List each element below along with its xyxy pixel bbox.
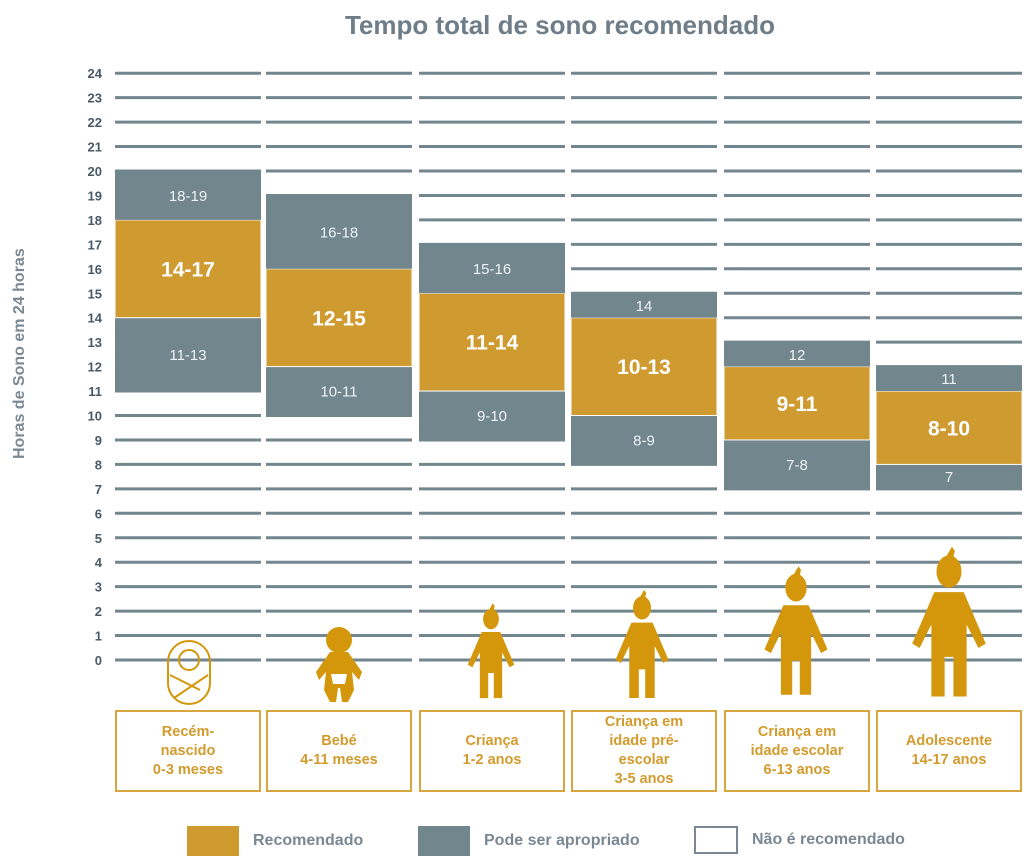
head: [483, 608, 499, 630]
legend-appropriate: Pode ser apropriado: [418, 826, 640, 856]
bar-data-label: 14: [636, 298, 653, 315]
y-tick-label: 5: [95, 531, 102, 546]
bar-data-label: 12-15: [312, 307, 366, 330]
appropriate-low-bar: [724, 439, 870, 489]
legend-not-recommended: Não é recomendado: [694, 826, 905, 854]
teenager-icon: [912, 546, 986, 697]
category-label: Criança em idade escolar 6-13 anos: [724, 710, 870, 792]
y-tick-label: 21: [88, 140, 102, 155]
category-label: Criança 1-2 anos: [419, 710, 565, 792]
recommended-bar: [875, 390, 1023, 465]
wrap-line: [173, 674, 209, 699]
bar-data-label: 10-13: [617, 356, 671, 379]
appropriate-high-bar: [724, 342, 870, 367]
y-tick-label: 7: [95, 482, 102, 497]
legend-recommended: Recomendado: [187, 826, 363, 856]
appropriate-low-bar: [115, 317, 261, 392]
legend-swatch-not-recommended: [694, 826, 738, 854]
recommended-bar: [265, 268, 413, 368]
appropriate-high-bar: [115, 171, 261, 220]
y-tick-label: 2: [95, 604, 102, 619]
y-tick-label: 1: [95, 629, 102, 644]
y-tick-label: 11: [88, 384, 102, 399]
body: [615, 622, 669, 698]
y-tick-label: 23: [88, 91, 102, 106]
diaper: [331, 674, 347, 684]
newborn-icon: [167, 640, 211, 705]
y-tick-label: 19: [88, 188, 102, 203]
legend-swatch-appropriate: [418, 826, 470, 856]
body: [912, 592, 986, 697]
y-tick-label: 3: [95, 580, 102, 595]
y-tick-label: 6: [95, 506, 102, 521]
bar-data-label: 8-9: [633, 432, 655, 449]
bar-data-label: 12: [789, 347, 806, 364]
y-tick-label: 4: [95, 555, 103, 570]
y-tick-label: 14: [88, 311, 103, 326]
category-label: Bebé 4-11 meses: [266, 710, 412, 792]
legend-label: Pode ser apropriado: [484, 832, 640, 849]
appropriate-high-bar: [571, 293, 717, 318]
category-label: Criança em idade pré- escolar 3-5 anos: [571, 710, 717, 792]
appropriate-low-bar: [419, 391, 565, 440]
bar-data-label: 9-10: [477, 408, 507, 425]
y-tick-label: 9: [95, 433, 102, 448]
bar-data-label: 14-17: [161, 258, 215, 281]
appropriate-high-bar: [419, 244, 565, 294]
bar-data-label: 10-11: [320, 383, 357, 400]
legend-label: Não é recomendado: [752, 831, 905, 848]
y-tick-label: 15: [88, 286, 102, 301]
bar-data-label: 16-18: [320, 225, 358, 242]
y-tick-label: 0: [95, 653, 102, 668]
legend-label: Recomendado: [253, 832, 364, 849]
head: [326, 627, 352, 653]
appropriate-low-bar: [571, 415, 717, 465]
schoolchild-icon: [764, 566, 828, 695]
bar-data-label: 11: [941, 371, 957, 388]
bar-data-label: 7: [945, 469, 953, 486]
face: [178, 649, 200, 671]
y-tick-label: 22: [88, 115, 102, 130]
y-tick-label: 10: [88, 409, 102, 424]
recommended-bar: [570, 317, 718, 417]
bar-data-label: 18-19: [169, 188, 207, 205]
appropriate-low-bar: [266, 366, 412, 416]
appropriate-high-bar: [266, 195, 412, 269]
hair-tuft: [489, 603, 495, 610]
head: [632, 596, 652, 620]
bar-data-label: 8-10: [928, 417, 970, 440]
y-tick-label: 8: [95, 457, 102, 472]
bar-data-label: 11-14: [466, 332, 519, 355]
y-tick-label: 18: [88, 213, 102, 228]
appropriate-low-bar: [876, 464, 1022, 489]
head: [936, 555, 962, 588]
swaddle: [167, 640, 211, 705]
y-tick-label: 17: [88, 237, 102, 252]
wrap-line: [169, 674, 201, 691]
head: [785, 573, 807, 602]
toddler-icon: [467, 603, 515, 699]
chart-title: Tempo total de sono recomendado: [344, 10, 775, 40]
appropriate-high-bar: [876, 366, 1022, 392]
y-tick-label: 16: [88, 262, 102, 277]
baby-icon: [316, 627, 362, 702]
category-label: Recém- nascido 0-3 meses: [115, 710, 261, 792]
category-label: Adolescente 14-17 anos: [876, 710, 1022, 792]
hair-tuft: [639, 589, 647, 598]
y-tick-label: 12: [88, 360, 102, 375]
preschooler-icon: [615, 589, 669, 698]
bar-data-label: 15-16: [473, 261, 511, 278]
bar-data-label: 9-11: [777, 393, 818, 416]
y-tick-label: 13: [88, 335, 102, 350]
body: [764, 605, 828, 695]
hair-tuft: [946, 546, 955, 557]
y-tick-label: 20: [88, 164, 102, 179]
hair-tuft: [793, 566, 802, 576]
bar-data-label: 7-8: [786, 457, 808, 474]
legend-swatch-recommended: [187, 826, 239, 856]
y-tick-label: 24: [88, 66, 103, 81]
bar-data-label: 11-13: [169, 347, 206, 364]
body: [467, 632, 515, 699]
